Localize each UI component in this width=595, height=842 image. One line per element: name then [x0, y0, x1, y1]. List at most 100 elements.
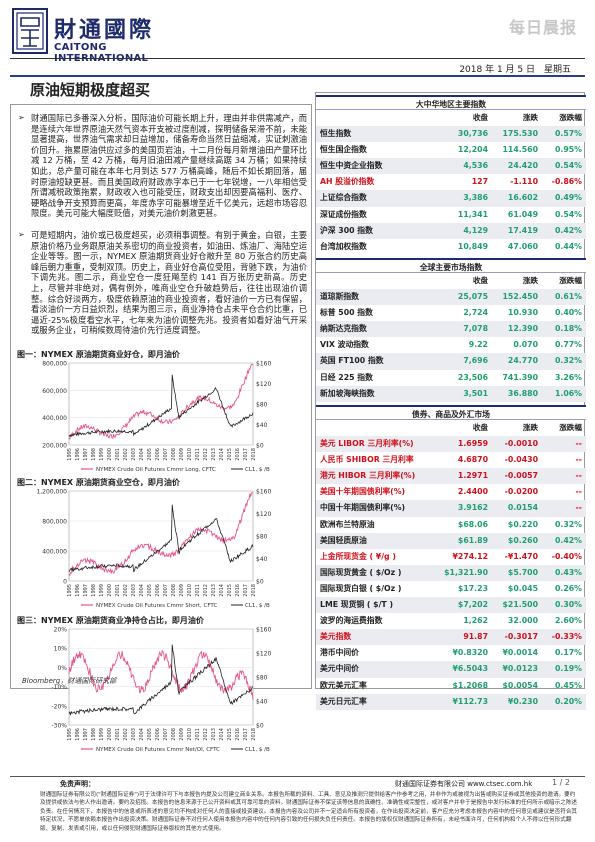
footer-divider	[10, 776, 585, 777]
article-title: 原油短期极度超买	[30, 81, 151, 99]
x-tick-label: 2016	[235, 448, 241, 461]
table-cell: $61.89	[457, 535, 488, 545]
figure-2-plot: 1,200,000 800,000 400,000 0 $160 $120 $80 $40 $0…	[36, 489, 271, 610]
table-cell: --	[575, 439, 582, 449]
x-tick-label: 2001	[115, 728, 121, 741]
x-tick-label: 2008	[171, 584, 177, 597]
table-cell: 25,075	[457, 292, 488, 302]
table-row: 港元 HIBOR 三月利率(%) 1.2971 -0.0057 --	[316, 468, 586, 485]
right-tick-label: $160	[256, 489, 271, 496]
table-cell: 0.49%	[554, 193, 582, 203]
table-cell: 12,204	[457, 145, 488, 155]
table-row: 欧元美元汇率 $1.2068 $0.0054 0.45%	[316, 678, 586, 694]
article-column: ➢ 财通国际已多番深入分析，国际油价可能长期上升，理由并非供需减产，而是连续六年…	[10, 104, 312, 753]
table-cell: 0.45%	[554, 680, 582, 690]
x-tick-label: 2007	[163, 584, 169, 597]
table-cell: --	[575, 503, 582, 513]
table-cell: -0.0057	[504, 471, 538, 481]
x-tick-label: 2005	[147, 728, 153, 741]
x-tick-label: 2013	[211, 728, 217, 741]
table-cell: ¥0.0123	[502, 664, 538, 674]
table-row: 国际现货白银 ( $/Oz ) $17.23 $0.045 0.26%	[316, 581, 586, 597]
table-row: 中国十年期国债利率(%) 3.9162 0.0154 --	[316, 500, 586, 517]
x-tick-label: 2009	[179, 728, 185, 741]
x-tick-label: 2000	[107, 584, 113, 597]
market-data-column: 大中华地区主要指数 收盘 涨跌 涨跌幅 恒生指数 30,736 175.530 0.57% 恒生…	[315, 92, 586, 710]
table-cell: -0.40%	[551, 551, 582, 561]
table-cell: 恒生国企指数	[320, 145, 367, 155]
x-tick-label: 2014	[219, 448, 225, 461]
table-row: 上金所现货金 ( ¥/g ) ¥274.12 -¥1.470 -0.40%	[316, 549, 586, 565]
x-tick-label: 2003	[131, 448, 137, 461]
price-series-line	[68, 504, 254, 573]
table-cell: 港元 HIBOR 三月利率(%)	[320, 471, 416, 481]
x-tick-label: 2005	[147, 584, 153, 597]
table-cell: 0.44%	[554, 241, 582, 251]
table-cell: 0.17%	[554, 648, 582, 658]
legend-label-a: NYMEX Crude Oil Futures Cmmr Net/OI, CFT…	[96, 747, 220, 753]
x-tick-label: 2002	[123, 728, 129, 741]
x-tick-label: 2002	[123, 584, 129, 597]
x-tick-label: 2010	[187, 448, 193, 461]
table-cell: 23,506	[457, 372, 488, 382]
table-cell: 沪深 300 指数	[320, 225, 373, 235]
table-row: 上证综合指数 3,386 16.602 0.49%	[316, 190, 586, 207]
x-tick-label: 2001	[115, 584, 121, 597]
table-title: 大中华地区主要指数	[316, 95, 586, 110]
table-cell: $68.06	[457, 519, 488, 529]
table-cell: -0.0430	[504, 455, 538, 465]
table-cell: -0.86%	[551, 177, 582, 187]
table-cell: 0.0154	[507, 503, 538, 513]
figure-2-chart: 1,200,000 800,000 400,000 0 $160 $120 $80 $40 $0…	[31, 487, 291, 611]
figure-3-plot: 20% 10% 0% -10% -20% -30% $160 $120 $80 $40 $0 1995…	[51, 627, 271, 754]
table-cell: 恒生中资企业指数	[320, 161, 383, 171]
right-tick-label: $80	[256, 402, 268, 409]
company-name-en: CAITONG INTERNATIONAL	[54, 42, 149, 64]
x-tick-label: 2010	[187, 584, 193, 597]
legend-label-a: NYMEX Crude Oil Futures Cmmr Short, CFTC	[96, 603, 217, 609]
table-cell: 美国十年期国债利率(%)	[320, 487, 406, 497]
figure-1-plot: 800,000 600,000 400,000 200,000 $160 $120 $80 $…	[42, 361, 271, 474]
table-cell: 0.32%	[554, 519, 582, 529]
left-tick-label: 800,000	[42, 519, 67, 526]
greater-china-indices-table: 大中华地区主要指数 收盘 涨跌 涨跌幅 恒生指数 30,736 175.530 0.57% 恒生…	[316, 95, 586, 255]
x-tick-label: 1999	[99, 448, 105, 461]
table-cell: 152.450	[502, 292, 538, 302]
table-cell: 人民币 SHIBOR 三月利率	[320, 455, 414, 465]
x-tick-label: 2015	[227, 448, 233, 461]
company-logo: 財通國際 CAITONG INTERNATIONAL	[12, 8, 172, 64]
column-header: 涨跌幅	[559, 276, 582, 285]
left-tick-label: 10%	[54, 646, 68, 653]
x-tick-label: 2012	[203, 584, 209, 597]
table-cell: 0.070	[513, 340, 538, 350]
left-tick-label: -30%	[51, 723, 67, 730]
footer-firm: 财通国际证券有限公司 www.ctsec.com.hk	[395, 780, 533, 788]
figure-1-chart: 800,000 600,000 400,000 200,000 $160 $120 $80 $…	[31, 359, 291, 475]
right-tick-label: $40	[256, 699, 268, 706]
x-tick-label: 2017	[243, 584, 249, 597]
table-cell: -0.33%	[551, 632, 582, 642]
table-cell: 美元日元汇率	[320, 696, 367, 706]
column-header: 涨跌幅	[559, 113, 582, 122]
table-cell: LME 现货铜 ( $/T )	[320, 600, 394, 610]
table-cell: $5.700	[507, 567, 538, 577]
table-cell: 日经 225 指数	[320, 372, 373, 382]
table-cell: -0.0010	[504, 439, 538, 449]
table-cell: 上金所现货金 ( ¥/g )	[320, 551, 396, 561]
position-series-line	[68, 649, 254, 701]
table-cell: 道琼斯指数	[320, 292, 359, 302]
column-header: 收盘	[472, 423, 488, 432]
table-cell: 0.42%	[554, 535, 582, 545]
table-cell: 国际现货白银 ( $/Oz )	[320, 583, 402, 593]
table-cell: 美元指数	[320, 632, 352, 642]
x-tick-label: 2007	[163, 448, 169, 461]
table-cell: ¥274.12	[452, 551, 488, 561]
x-tick-label: 2004	[139, 728, 145, 741]
left-tick-label: 400,000	[42, 415, 67, 422]
table-cell: --	[575, 471, 582, 481]
table-cell: 英国 FT100 指数	[320, 356, 384, 366]
table-cell: 3.26%	[554, 372, 582, 382]
table-cell: 2,724	[463, 308, 488, 318]
right-tick-label: $160	[256, 627, 271, 634]
x-tick-label: 2017	[243, 448, 249, 461]
